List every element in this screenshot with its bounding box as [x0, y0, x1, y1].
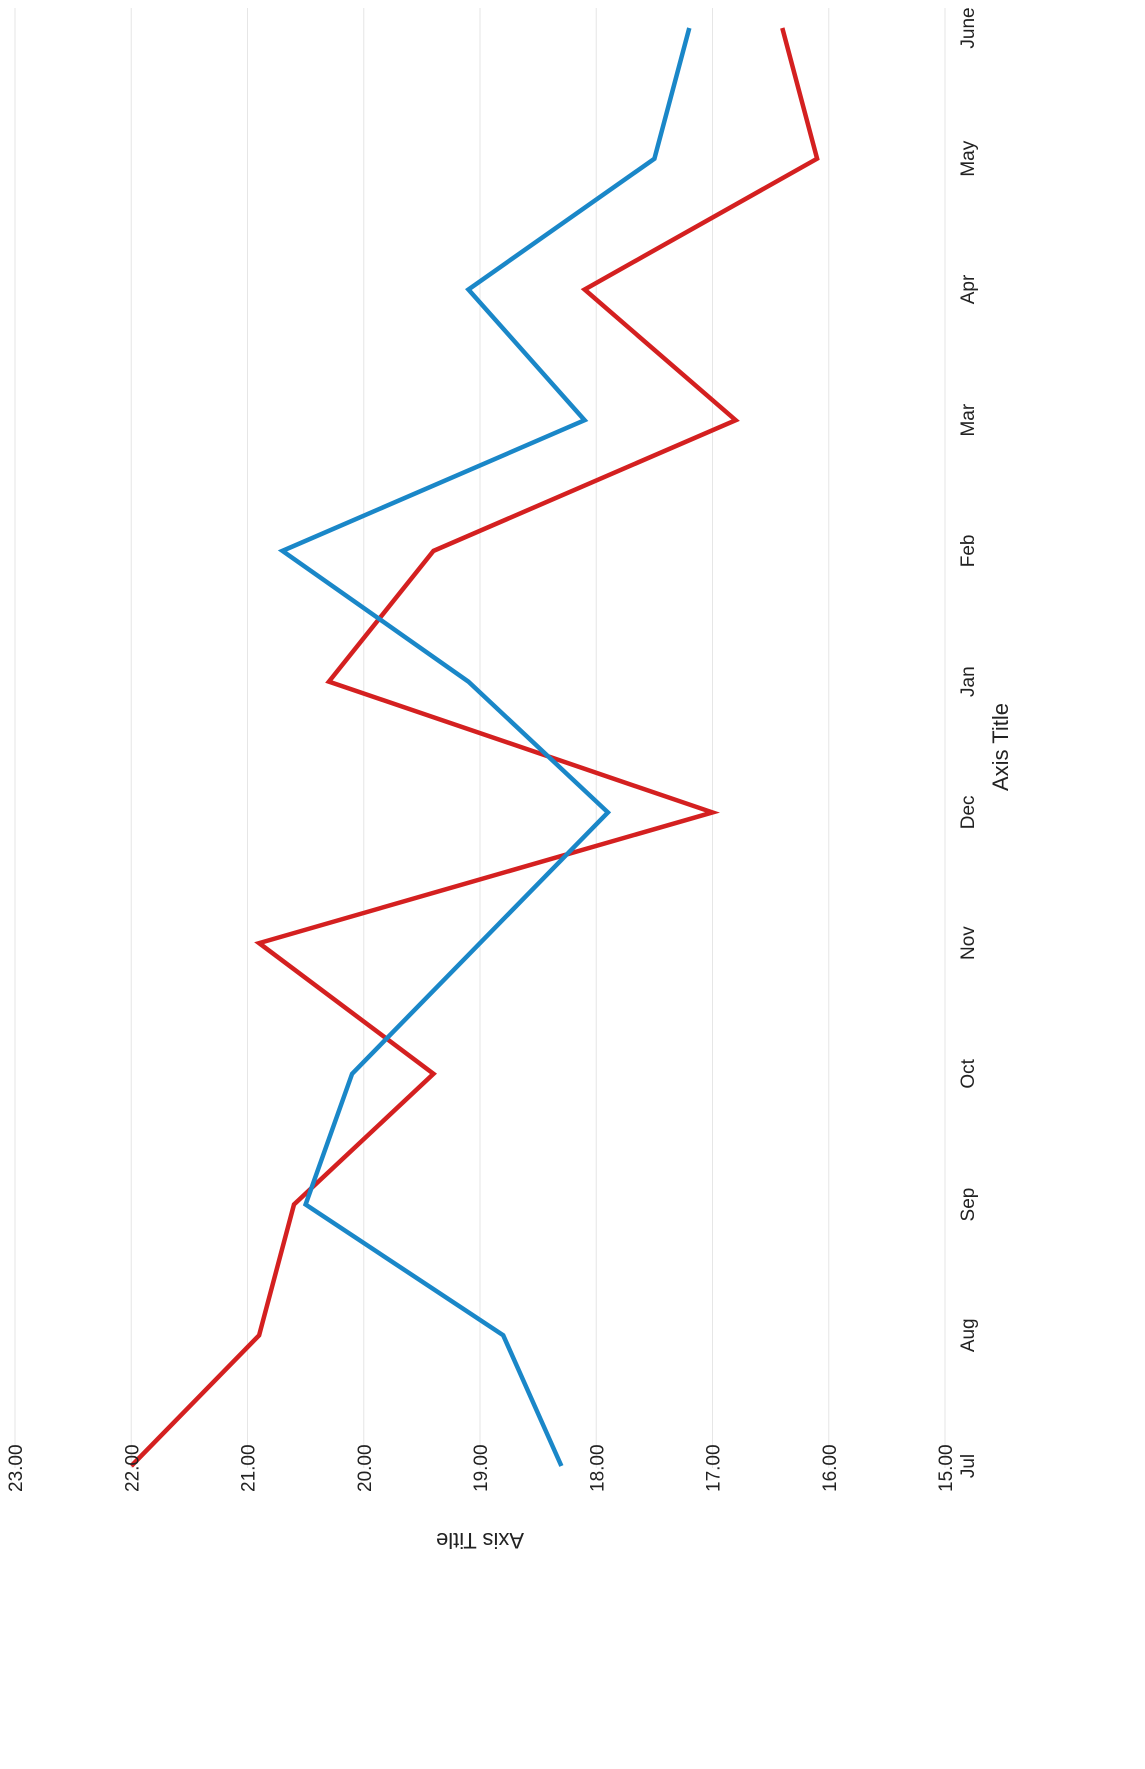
y-tick-labels: 15.00 16.00 17.00 18.00 19.00 20.00 21.00 22.00…	[6, 1444, 957, 1492]
x-tick-label: Aug	[958, 1318, 979, 1352]
x-axis-title: Axis Title	[988, 703, 1013, 791]
x-tick-label: Apr	[958, 274, 979, 304]
x-tick-label: Mar	[958, 403, 979, 436]
x-tick-label: Sep	[958, 1188, 979, 1222]
y-tick-label: 20.00	[355, 1444, 376, 1492]
x-tick-label: Jul	[958, 1454, 979, 1478]
x-tick-labels: Jul Aug Sep Oct Nov Dec Jan Feb Mar Apr May June	[958, 7, 979, 1478]
series-line-2	[277, 27, 692, 1467]
x-tick-label: Jan	[958, 666, 979, 697]
y-tick-label: 22.00	[122, 1444, 143, 1492]
y-tick-label: 21.00	[239, 1444, 260, 1492]
y-tick-label: 15.00	[936, 1444, 957, 1492]
x-tick-label: Nov	[958, 926, 979, 960]
x-tick-label: Oct	[958, 1058, 979, 1088]
y-tick-label: 18.00	[587, 1444, 608, 1492]
y-tick-label: 17.00	[704, 1444, 725, 1492]
x-tick-label: May	[958, 140, 979, 176]
x-tick-label: June	[958, 7, 979, 48]
y-axis-title: Axis Title	[436, 1528, 524, 1553]
y-tick-label: 16.00	[820, 1444, 841, 1492]
y-tick-label: 23.00	[6, 1444, 27, 1492]
y-tick-label: 19.00	[471, 1444, 492, 1492]
x-tick-label: Feb	[958, 535, 979, 568]
series-lines	[129, 27, 820, 1468]
series-line-1	[129, 27, 820, 1468]
x-tick-label: Dec	[958, 795, 979, 829]
gridlines	[14, 8, 946, 1468]
